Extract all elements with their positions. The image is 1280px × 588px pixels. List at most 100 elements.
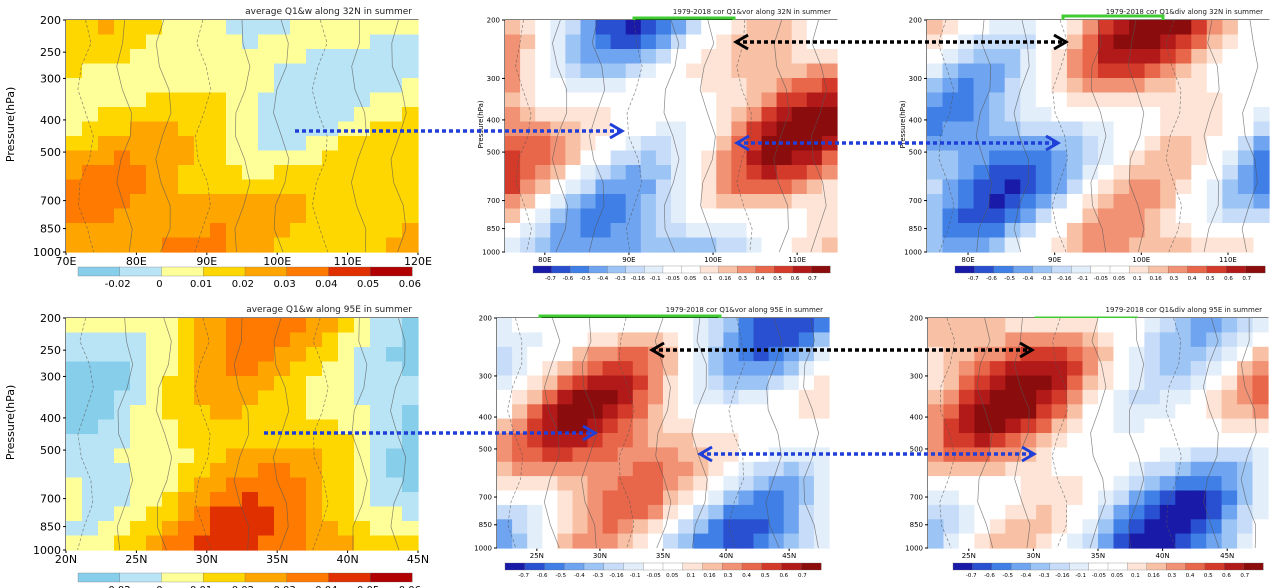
- field-cell: [402, 434, 419, 450]
- field-cell: [806, 49, 823, 65]
- field-cell: [527, 418, 543, 434]
- field-cell: [306, 165, 323, 181]
- field-cell: [617, 461, 634, 477]
- field-cell: [974, 318, 991, 333]
- field-cell: [194, 477, 211, 493]
- field-cell: [242, 34, 259, 50]
- field-cell: [322, 347, 339, 363]
- field-cell: [943, 389, 960, 405]
- field-cell: [322, 34, 339, 50]
- field-cell: [370, 347, 387, 363]
- field-cell: [274, 318, 291, 334]
- field-cell: [958, 165, 975, 181]
- field-cell: [602, 375, 619, 391]
- field-cell: [738, 433, 755, 448]
- field-cell: [290, 347, 307, 363]
- field-cell: [82, 165, 99, 181]
- field-cell: [146, 165, 163, 181]
- field-cell: [1253, 165, 1270, 181]
- field-cell: [587, 519, 604, 535]
- field-cell: [194, 361, 211, 377]
- field-cell: [497, 447, 513, 463]
- field-cell: [776, 194, 793, 210]
- field-cell: [402, 390, 419, 406]
- field-cell: [813, 504, 830, 520]
- field-cell: [98, 448, 115, 464]
- field-cell: [617, 533, 634, 549]
- field-cell: [1159, 375, 1176, 391]
- field-cell: [520, 92, 536, 108]
- field-cell: [1098, 519, 1115, 535]
- field-cell: [542, 504, 558, 520]
- x-tick-label: 30N: [196, 553, 218, 566]
- field-cell: [1082, 447, 1099, 463]
- field-cell: [927, 150, 944, 166]
- field-cell: [210, 405, 227, 421]
- field-cell: [1020, 92, 1037, 108]
- arrow-b-to-c: [734, 134, 1061, 152]
- field-cell: [550, 92, 566, 108]
- field-cell: [386, 376, 403, 392]
- field-cell: [1020, 78, 1037, 94]
- field-cell: [632, 504, 649, 520]
- field-cell: [1082, 461, 1099, 477]
- field-cell: [1051, 404, 1068, 420]
- field-cell: [354, 347, 371, 363]
- field-cell: [1098, 20, 1115, 36]
- field-cell: [693, 332, 709, 348]
- field-cell: [723, 375, 740, 391]
- field-cell: [602, 361, 619, 377]
- colorbar-label: 0.05: [1113, 276, 1126, 282]
- colorbar-label: -0.4: [598, 276, 609, 282]
- colorbar-label: 0.7: [1240, 573, 1249, 579]
- field-cell: [130, 20, 147, 36]
- field-cell: [806, 208, 823, 224]
- field-cell: [66, 521, 83, 537]
- field-cell: [370, 535, 387, 551]
- field-cell: [647, 476, 664, 492]
- field-cell: [1206, 447, 1223, 463]
- field-cell: [595, 34, 612, 50]
- field-cell: [1253, 63, 1270, 79]
- field-cell: [565, 165, 582, 181]
- field-cell: [943, 447, 960, 463]
- field-cell: [958, 92, 975, 108]
- field-cell: [974, 461, 991, 477]
- field-cell: [1237, 194, 1254, 210]
- field-cell: [1206, 504, 1223, 520]
- field-cell: [338, 477, 355, 493]
- field-cell: [1252, 332, 1269, 348]
- field-cell: [258, 405, 275, 421]
- contour-line: [390, 19, 407, 253]
- field-cell: [716, 63, 732, 79]
- field-cell: [354, 535, 371, 551]
- field-cell: [290, 361, 307, 377]
- field-cell: [354, 237, 371, 253]
- field-cell: [723, 461, 740, 477]
- field-cell: [580, 223, 597, 239]
- field-cell: [1190, 461, 1207, 477]
- colorbar-label: 0.05: [684, 276, 697, 282]
- field-cell: [402, 405, 419, 421]
- field-cell: [1206, 136, 1223, 152]
- field-cell: [701, 92, 717, 108]
- field-cell: [1113, 121, 1130, 137]
- contour-line: [976, 317, 994, 549]
- field-cell: [354, 63, 371, 79]
- field-cell: [1252, 375, 1269, 391]
- colorbar-label: 0: [156, 585, 162, 588]
- colorbar-label: 0.7: [798, 573, 807, 579]
- field-cell: [512, 418, 528, 434]
- field-cell: [806, 194, 823, 210]
- field-cell: [1252, 418, 1269, 434]
- field-cell: [943, 533, 960, 549]
- field-cell: [146, 361, 163, 377]
- field-cell: [943, 318, 960, 333]
- field-cell: [512, 318, 528, 333]
- field-cell: [640, 136, 657, 152]
- field-cell: [370, 332, 387, 348]
- colorbar-label: 0.4: [756, 276, 765, 282]
- field-cell: [354, 419, 371, 435]
- field-cell: [671, 179, 687, 195]
- field-cell: [746, 92, 763, 108]
